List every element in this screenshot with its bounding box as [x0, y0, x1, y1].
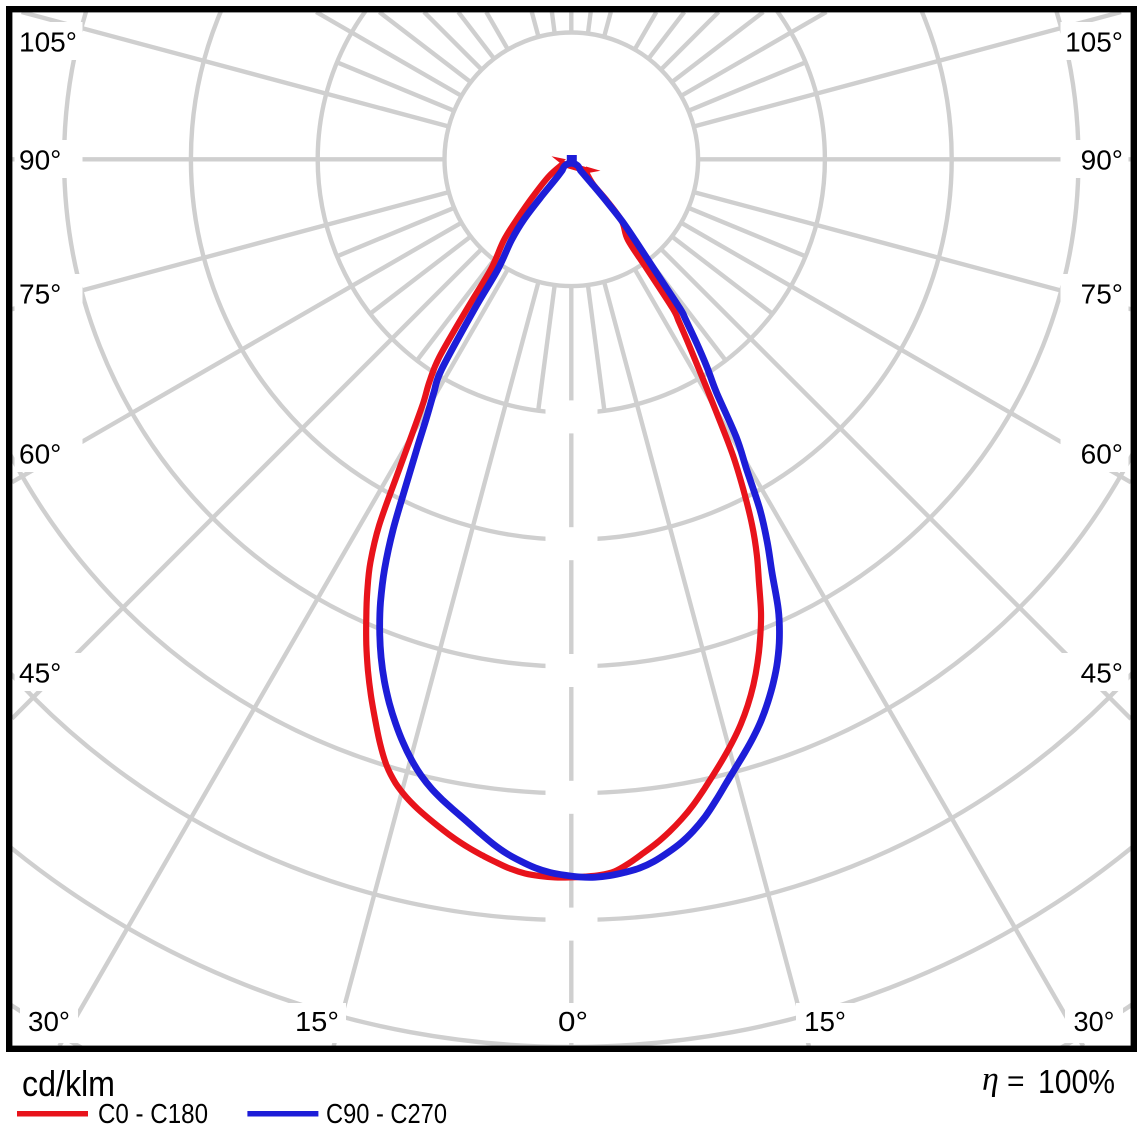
svg-text:15°: 15°: [295, 1006, 339, 1037]
svg-text:60°: 60°: [19, 439, 61, 470]
svg-text:C0 - C180: C0 - C180: [98, 1098, 208, 1129]
svg-text:15°: 15°: [804, 1006, 846, 1037]
svg-text:η: η: [982, 1061, 999, 1098]
svg-text:30°: 30°: [28, 1006, 70, 1037]
svg-text:90°: 90°: [19, 145, 61, 176]
svg-text:105°: 105°: [1065, 27, 1123, 58]
svg-text:105°: 105°: [19, 27, 77, 58]
svg-text:C90 - C270: C90 - C270: [326, 1098, 447, 1129]
svg-text:90°: 90°: [1081, 145, 1123, 176]
svg-text:cd/klm: cd/klm: [22, 1063, 115, 1104]
svg-text:0°: 0°: [558, 1006, 588, 1037]
svg-text:60°: 60°: [1081, 439, 1123, 470]
svg-text:75°: 75°: [1081, 279, 1123, 310]
svg-text:30°: 30°: [1074, 1006, 1115, 1037]
svg-text:75°: 75°: [19, 279, 61, 310]
svg-text:45°: 45°: [19, 658, 61, 689]
svg-text:100%: 100%: [1038, 1063, 1115, 1100]
svg-text:45°: 45°: [1081, 658, 1123, 689]
svg-text:=: =: [1007, 1065, 1025, 1098]
